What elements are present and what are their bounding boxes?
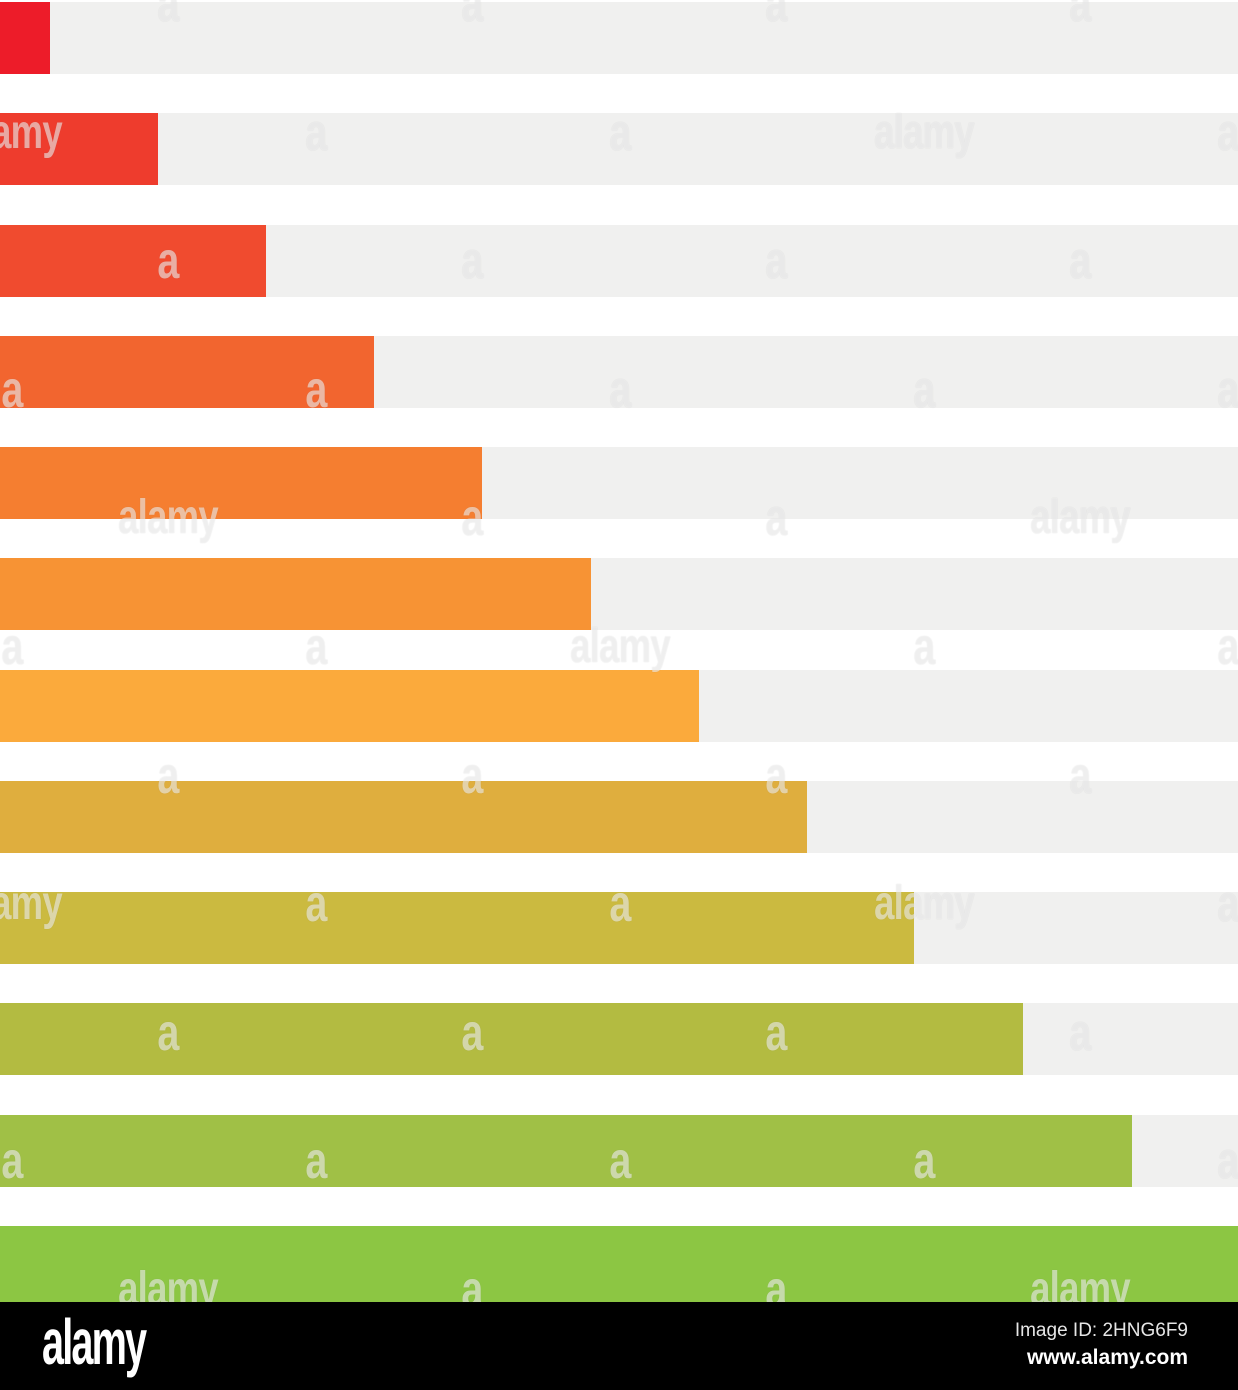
bar-fill (0, 113, 158, 185)
bar-track (0, 892, 1238, 964)
bar-track (0, 113, 1238, 185)
bar-fill (0, 892, 914, 964)
bar-track (0, 558, 1238, 630)
bar-track (0, 225, 1238, 297)
bar-track (0, 1115, 1238, 1187)
bar-track (0, 1003, 1238, 1075)
bar-fill (0, 558, 591, 630)
footer-meta: Image ID: 2HNG6F9 www.alamy.com (1015, 1318, 1188, 1371)
bar-fill (0, 781, 807, 853)
bar-track (0, 781, 1238, 853)
bar-track (0, 1226, 1238, 1302)
bar-fill (0, 1226, 1238, 1302)
website-url-text: www.alamy.com (1026, 1346, 1188, 1369)
bar-fill (0, 336, 374, 408)
alamy-logo: alamy (42, 1306, 147, 1378)
bar-chart (0, 2, 1238, 1302)
bar-fill (0, 1115, 1132, 1187)
footer-bar: alamy Image ID: 2HNG6F9 www.alamy.com (0, 1302, 1238, 1390)
bar-fill (0, 2, 50, 74)
bar-fill (0, 447, 482, 519)
image-id-text: Image ID: 2HNG6F9 (1014, 1320, 1188, 1341)
bar-track (0, 336, 1238, 408)
bar-track (0, 670, 1238, 742)
bar-fill (0, 1003, 1023, 1075)
bar-fill (0, 670, 699, 742)
bar-track (0, 447, 1238, 519)
bar-fill (0, 225, 266, 297)
bar-track (0, 2, 1238, 74)
